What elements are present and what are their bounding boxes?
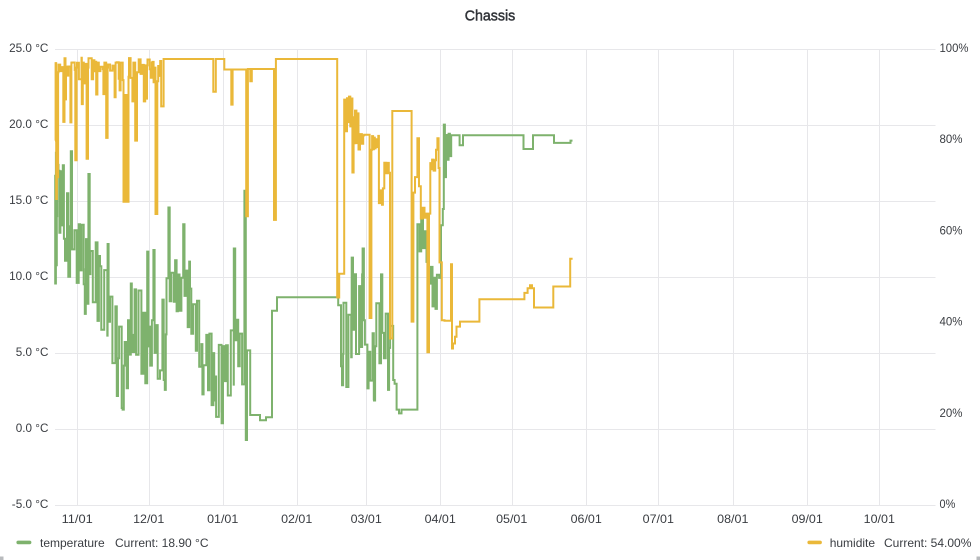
- svg-text:04/01: 04/01: [425, 512, 457, 526]
- svg-text:humidite: humidite: [830, 536, 876, 550]
- svg-text:Current: 54.00%: Current: 54.00%: [884, 536, 972, 550]
- svg-text:08/01: 08/01: [717, 512, 749, 526]
- svg-text:10/01: 10/01: [864, 512, 896, 526]
- svg-text:5.0 °C: 5.0 °C: [16, 345, 49, 359]
- svg-text:05/01: 05/01: [496, 512, 528, 526]
- svg-text:09/01: 09/01: [792, 512, 824, 526]
- svg-text:Chassis: Chassis: [465, 8, 516, 25]
- svg-text:11/01: 11/01: [62, 512, 94, 526]
- svg-text:03/01: 03/01: [351, 512, 383, 526]
- svg-text:100%: 100%: [940, 41, 969, 55]
- svg-text:25.0 °C: 25.0 °C: [9, 41, 49, 55]
- svg-text:80%: 80%: [940, 132, 963, 146]
- svg-text:20%: 20%: [940, 406, 963, 420]
- svg-text:0.0 °C: 0.0 °C: [16, 421, 49, 435]
- svg-text:temperature: temperature: [40, 536, 105, 550]
- svg-text:12/01: 12/01: [133, 512, 165, 526]
- svg-text:-5.0 °C: -5.0 °C: [12, 497, 49, 511]
- svg-text:06/01: 06/01: [571, 512, 603, 526]
- svg-text:07/01: 07/01: [643, 512, 675, 526]
- svg-text:10.0 °C: 10.0 °C: [9, 269, 49, 283]
- svg-text:0%: 0%: [940, 497, 956, 511]
- svg-text:20.0 °C: 20.0 °C: [9, 117, 49, 131]
- svg-text:40%: 40%: [940, 315, 963, 329]
- svg-text:60%: 60%: [940, 223, 963, 237]
- svg-text:01/01: 01/01: [207, 512, 239, 526]
- svg-text:02/01: 02/01: [281, 512, 313, 526]
- svg-text:Current: 18.90 °C: Current: 18.90 °C: [115, 536, 209, 550]
- svg-text:15.0 °C: 15.0 °C: [9, 193, 49, 207]
